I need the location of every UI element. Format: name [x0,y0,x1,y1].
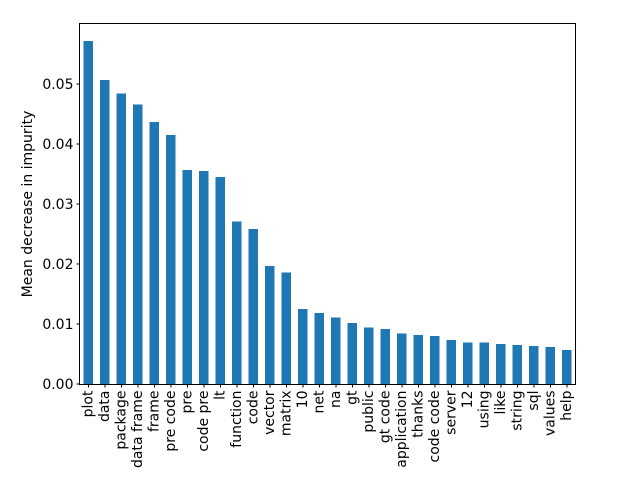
x-tick-label: package [113,391,129,450]
x-tick-label: using [476,391,492,429]
x-tick-label: code pre [196,391,212,452]
y-axis-label: Mean decrease in impurity [20,110,36,298]
bar [463,342,473,384]
bar [430,336,440,384]
x-tick-label: vector [262,390,278,435]
bar [265,265,275,384]
bar [562,349,572,384]
x-tick-label: data frame [130,391,146,469]
bar [199,171,209,384]
bar [479,342,489,384]
x-tick-label: gt [344,390,360,405]
bar [545,346,555,384]
y-tick-label: 0.02 [42,257,73,273]
y-tick-label: 0.05 [42,77,73,93]
bar [496,343,506,384]
x-tick-label: matrix [278,391,294,437]
x-tick-label: pre [179,391,195,414]
x-tick-label: na [328,391,344,408]
x-tick-label: frame [146,391,162,433]
x-tick-label: pre code [163,391,179,452]
bar [331,317,341,384]
bar [314,313,324,384]
x-tick-label: plot [80,390,96,417]
bar [380,328,390,384]
bar [281,272,291,384]
x-tick-label: application [394,391,410,468]
bar [446,340,456,384]
x-tick-label: values [542,391,558,437]
x-tick-label: net [311,390,327,413]
bar [215,177,225,384]
bar [182,169,192,384]
bar [397,333,407,384]
y-tick-label: 0.01 [42,317,73,333]
bar [529,346,539,384]
x-tick-label: sql [526,391,542,411]
bar [512,345,522,384]
x-tick-label: thanks [410,391,426,438]
bar [232,221,242,384]
bar [83,40,93,385]
bar [364,327,374,384]
y-tick-label: 0.03 [42,197,73,213]
x-tick-label: gt code [377,391,393,444]
y-tick-label: 0.04 [42,137,73,153]
bar [149,121,159,385]
bar [133,104,143,385]
bar [248,229,258,384]
x-tick-label: code code [427,391,443,463]
x-tick-label: public [361,391,377,433]
x-tick-label: code [245,391,261,425]
x-tick-label: lt [212,390,228,400]
x-tick-label: server [443,390,459,435]
bar [116,93,126,384]
x-tick-label: data [97,391,113,423]
y-tick-label: 0.00 [42,377,73,393]
bar [166,135,176,384]
x-tick-label: function [229,391,245,448]
bar [413,334,423,384]
x-tick-label: like [493,391,509,415]
x-tick-label: 10 [295,391,311,409]
bar [298,309,308,384]
bar [347,322,357,384]
x-tick-label: string [509,391,525,431]
bar [100,79,110,385]
x-tick-label: help [559,390,575,420]
x-tick-label: 12 [460,391,476,409]
